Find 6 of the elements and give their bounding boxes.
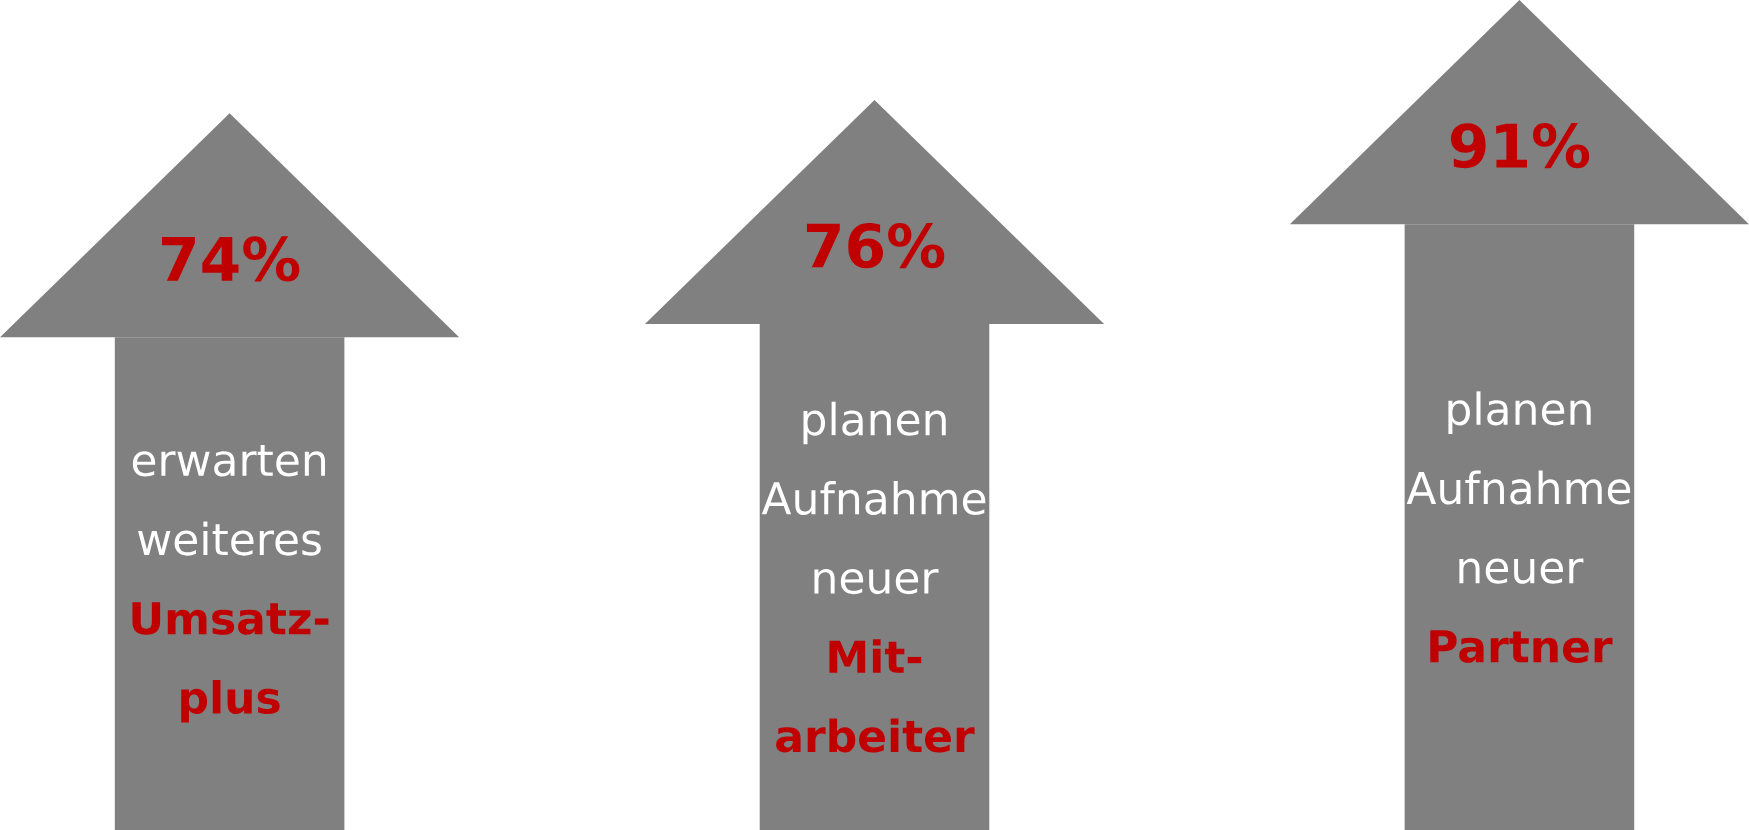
category-label: planen Aufnahme neuer Mit-arbeiter <box>761 401 986 753</box>
data-label: 74% <box>162 236 300 282</box>
data-label: 91% <box>1450 122 1590 169</box>
data-label: 76% <box>806 222 945 269</box>
x-tick-label: erwarten weiteres Umsatz-plus <box>132 444 329 723</box>
category-label: planen Aufnahme neuer Partner <box>1406 391 1631 663</box>
